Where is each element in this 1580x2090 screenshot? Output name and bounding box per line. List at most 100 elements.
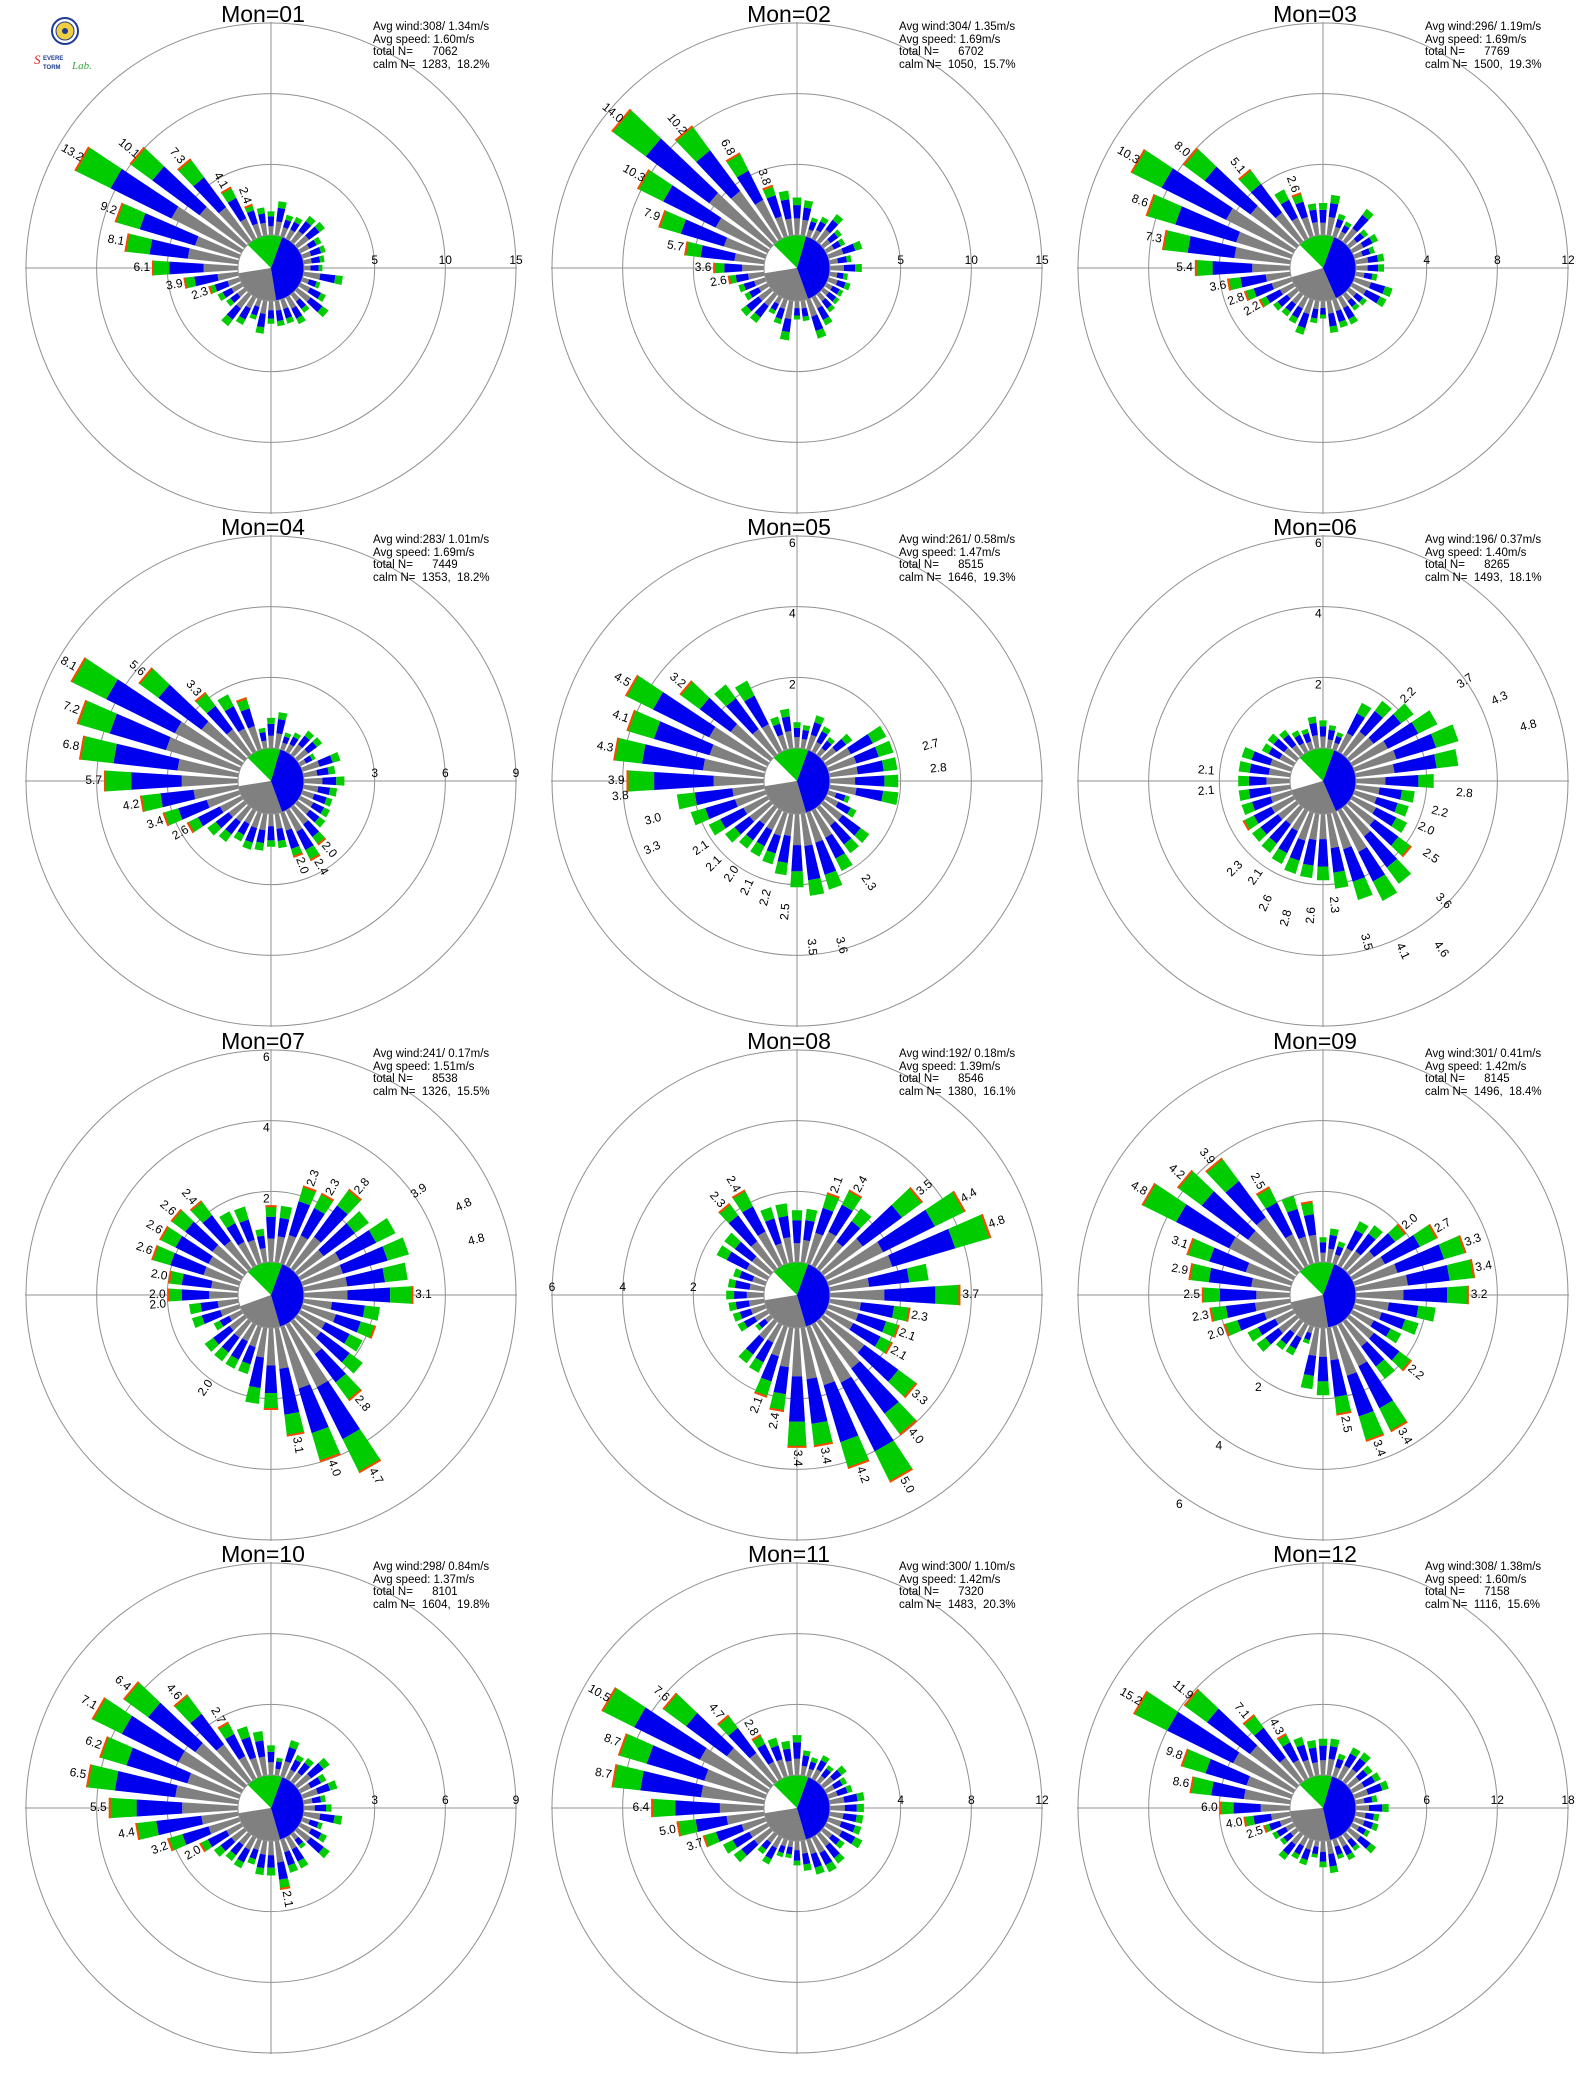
bar-segment-low	[829, 258, 839, 265]
bar-segment-low	[236, 291, 252, 309]
bar-segment-top	[348, 1188, 362, 1201]
bar-segment-high	[935, 1284, 961, 1306]
bar-segment-high	[1300, 863, 1314, 879]
bar-segment-mid	[1240, 274, 1267, 288]
bar-value-label: 2.3	[1224, 857, 1246, 879]
bar-segment-mid	[811, 314, 824, 332]
bar-segment-mid	[1175, 206, 1240, 243]
bar-segment-low	[806, 1768, 814, 1778]
bar-segment-mid	[221, 1333, 240, 1353]
bar-segment-low	[800, 1765, 807, 1776]
bar-segment-mid	[857, 1344, 899, 1382]
bar-segment-high	[342, 1429, 382, 1474]
wind-rose-panel: 6 12 18 15.2 11.9 7.1 4.3 9.8 8.6 6.0 4.0 2.5 Mon=12…	[1052, 1540, 1578, 2056]
bar-segment-low	[1233, 1752, 1296, 1794]
bar-segment-top	[1145, 194, 1156, 217]
bar-segment-high	[1261, 743, 1273, 754]
bar-segment-mid	[249, 1848, 259, 1860]
calm-pie-slice	[240, 1295, 281, 1328]
bar-segment-mid	[743, 280, 756, 291]
bar-segment-low	[231, 282, 244, 293]
bar-segment-mid	[296, 828, 314, 851]
bar-segment-high	[1141, 1182, 1187, 1222]
bar-segment-mid	[1297, 312, 1310, 329]
ring-label: 8	[1494, 253, 1501, 267]
bar-segment-low	[764, 1314, 774, 1323]
bar-segment-low	[1355, 271, 1365, 278]
bar-segment-mid	[1248, 776, 1267, 786]
bar-segment-top	[1186, 1237, 1195, 1256]
wind-rose-plot: 3 6 98.1 5.63.37.26.85.74.23.4 2.62.0 2.42.0	[25, 535, 520, 1027]
bar-segment-high	[1371, 1822, 1379, 1832]
bar-segment-high	[836, 289, 844, 297]
ring-label: 4	[1315, 607, 1322, 621]
bar-segment-high	[856, 1792, 865, 1802]
ring-label: 2	[263, 1191, 270, 1205]
bar-segment-low	[303, 1298, 333, 1310]
bar-value-label: 2.5	[777, 902, 792, 920]
bar-value-label: 2.3	[322, 1176, 343, 1198]
calm-pie-slice	[1299, 1775, 1333, 1808]
bar-segment-low	[294, 287, 311, 302]
bar-segment-mid	[739, 1270, 755, 1282]
bar-segment-low	[806, 298, 818, 317]
bar-value-label: 4.4	[117, 1824, 136, 1841]
bar-segment-high	[601, 1687, 646, 1728]
bar-segment-mid	[1283, 1832, 1294, 1842]
bar-segment-high	[1194, 259, 1213, 277]
stat-avg-speed: Avg speed: 1.39m/s	[899, 1060, 1001, 1073]
bar-segment-mid	[1225, 1181, 1266, 1226]
bar-segment-high	[875, 740, 894, 757]
bar-segment-low	[820, 1827, 833, 1839]
bar-segment-high	[1363, 1829, 1371, 1838]
bar-value-label: 2.0	[150, 1266, 169, 1283]
bar-segment-high	[255, 1867, 265, 1876]
bar-segment-mid	[149, 239, 190, 259]
bar-segment-low	[701, 1785, 765, 1805]
calm-pie-slice	[237, 757, 271, 787]
ring-label: 4	[1423, 253, 1430, 267]
bar-segment-mid	[1334, 1845, 1343, 1856]
bar-segment-mid	[321, 1322, 350, 1344]
bar-segment-low	[238, 1241, 257, 1268]
bar-segment-low	[268, 1840, 274, 1856]
bar-segment-top	[1336, 1411, 1352, 1416]
bar-segment-high	[1346, 1852, 1356, 1861]
bar-segment-low	[1337, 1765, 1350, 1781]
bar-segment-mid	[1317, 1356, 1329, 1382]
calm-circle	[763, 234, 831, 302]
bar-value-label: 8.6	[1172, 1774, 1191, 1791]
bar-segment-mid	[634, 1707, 707, 1760]
bar-segment-high	[725, 827, 741, 843]
bar-segment-low	[285, 744, 294, 754]
bar-segment-high	[1375, 1359, 1395, 1379]
bar-segment-low	[187, 248, 239, 265]
stat-avg-wind: Avg wind:192/ 0.18m/s	[899, 1048, 1016, 1060]
ring-label: 12	[1561, 253, 1575, 267]
bar-segment-low	[235, 804, 252, 823]
bar-segment-mid	[240, 708, 255, 729]
bar-segment-high	[167, 1288, 182, 1302]
bar-segment-low	[774, 811, 788, 836]
bar-segment-mid	[1367, 264, 1379, 272]
bar-segment-mid	[884, 1286, 936, 1304]
bar-value-label: 3.4	[791, 1450, 805, 1467]
bar-segment-mid	[1343, 305, 1355, 320]
bar-segment-mid	[726, 698, 759, 735]
bar-segment-high	[276, 1757, 283, 1763]
bar-segment-high	[1382, 286, 1393, 298]
bar-segment-high	[1241, 747, 1255, 760]
stat-calm-n: calm N= 1353, 18.2%	[373, 571, 490, 584]
bar-segment-high	[1201, 1287, 1220, 1303]
bar-segment-high	[309, 753, 316, 761]
bar-segment-mid	[170, 1252, 207, 1276]
bar-segment-high	[749, 1357, 764, 1373]
calm-pie-slice	[797, 236, 830, 299]
bar-segment-low	[1346, 1776, 1360, 1789]
bar-segment-mid	[222, 287, 234, 298]
stat-avg-speed: Avg speed: 1.60m/s	[373, 33, 475, 46]
bar-segment-low	[1326, 813, 1339, 849]
bar-segment-low	[1266, 777, 1291, 785]
bar-segment-mid	[339, 1246, 388, 1274]
